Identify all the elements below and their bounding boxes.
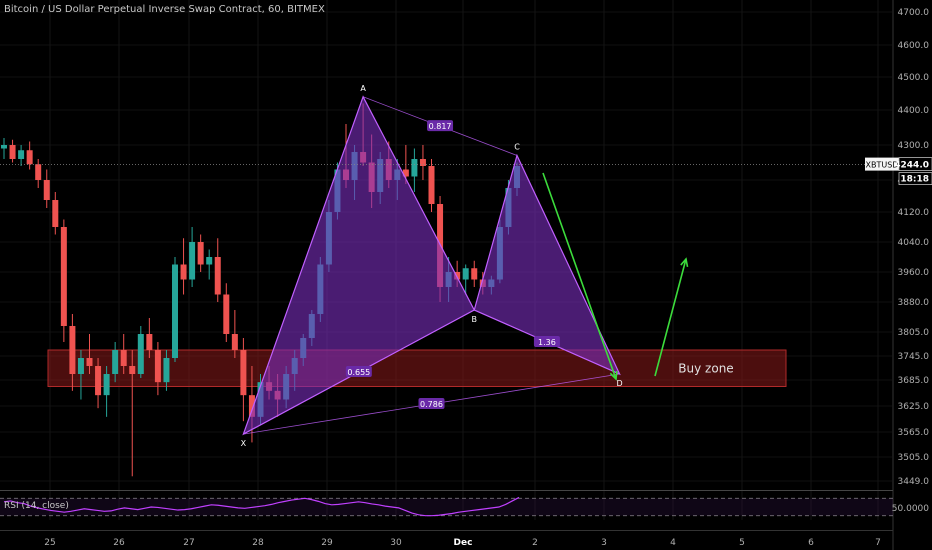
candle-body — [214, 257, 221, 295]
ratio-label-bg — [533, 336, 560, 347]
pattern-point-x: X — [241, 439, 247, 448]
candle-body — [240, 350, 247, 396]
arrow-up-head — [680, 257, 689, 268]
candle-body — [154, 350, 161, 383]
pattern-point-b: B — [472, 315, 478, 324]
countdown-tag: 18:18 — [900, 175, 929, 185]
buy-zone-rect — [47, 349, 787, 387]
candle-body — [206, 257, 213, 265]
candle-body — [1, 145, 7, 149]
candle-body — [69, 326, 76, 374]
price-tick-label: 4400.0 — [898, 106, 930, 116]
buy-zone-label: Buy zone — [678, 361, 733, 375]
candle-body — [197, 242, 204, 265]
time-tick-label: 27 — [183, 538, 194, 548]
candle-body — [402, 169, 409, 177]
candle-body — [18, 150, 25, 159]
candle-body — [35, 164, 42, 180]
candle-body — [163, 358, 170, 383]
price-tick-label: 3505.0 — [898, 453, 930, 463]
candle-body — [112, 350, 119, 374]
price-tick-label: 4300.0 — [898, 141, 930, 151]
time-tick-label: 2 — [532, 538, 538, 548]
rsi-value-label: 50.0000 — [892, 504, 929, 514]
time-tick-label: 25 — [44, 538, 55, 548]
price-tick-label: 3745.0 — [898, 352, 930, 362]
candle-body — [411, 159, 418, 177]
candle-body — [419, 159, 426, 166]
candle-body — [9, 145, 16, 159]
candle-body — [189, 242, 196, 280]
symbol-tag-bg — [865, 157, 899, 171]
candle-body — [77, 358, 84, 374]
rsi-line — [3, 496, 520, 517]
candle-body — [86, 358, 93, 366]
price-tick-label: 4500.0 — [898, 73, 930, 83]
ratio-label-bg — [345, 366, 372, 378]
pattern-point-d: D — [617, 379, 623, 388]
candle-body — [95, 366, 102, 396]
candle-body — [172, 264, 178, 358]
candle-body — [428, 166, 435, 204]
time-tick-label: 7 — [875, 538, 881, 548]
price-tick-label: 3960.0 — [898, 268, 930, 278]
candle-body — [120, 350, 127, 366]
ratio-label-bg — [427, 120, 454, 132]
time-tick-label: 30 — [390, 538, 402, 548]
rsi-label: RSI (14, close) — [4, 501, 69, 511]
ratio-label-xb: 0.655 — [347, 368, 370, 377]
candle-body — [129, 366, 136, 374]
countdown-tag-bg — [898, 172, 932, 186]
time-tick-label: 5 — [739, 538, 745, 548]
candle-body — [43, 180, 50, 200]
price-tick-label: 3880.0 — [898, 298, 930, 308]
price-tick-label: 3685.0 — [898, 376, 930, 386]
time-tick-label: 6 — [808, 538, 814, 548]
price-tick-label: 3805.0 — [898, 328, 930, 338]
candle-body — [471, 268, 478, 280]
candle-body — [146, 334, 153, 350]
candle-body — [52, 200, 59, 227]
candle-body — [248, 395, 255, 417]
price-tick-label: 3625.0 — [898, 402, 930, 412]
candle-body — [462, 268, 469, 280]
time-tick-label: 29 — [321, 538, 333, 548]
candle-body — [60, 227, 67, 326]
candle-body — [26, 150, 33, 165]
price-tick-label: 4040.0 — [898, 238, 930, 248]
pattern-point-a: A — [360, 84, 366, 93]
last-price-tag-bg — [898, 157, 932, 172]
chart-title: Bitcoin / US Dollar Perpetual Inverse Sw… — [4, 4, 325, 15]
ratio-label-ac: 0.817 — [429, 122, 452, 131]
ratio-label-bd: 1.36 — [538, 338, 556, 347]
candle-body — [454, 272, 461, 280]
candle-body — [137, 334, 144, 374]
candle-body — [223, 294, 230, 334]
last-price-tag: 4244.0 — [894, 161, 929, 171]
arrow-up — [654, 258, 687, 377]
candle-body — [231, 334, 238, 350]
symbol-tag: XBTUSD — [866, 161, 899, 170]
ratio-label-bg — [418, 398, 445, 410]
arrow-down-head — [609, 370, 618, 381]
arrow-down — [542, 172, 617, 380]
time-tick-label: 28 — [252, 538, 264, 548]
time-tick-label: 3 — [601, 538, 607, 548]
price-tick-label: 4600.0 — [898, 41, 930, 51]
price-tick-label: 4120.0 — [898, 208, 930, 218]
pattern-point-c: C — [514, 143, 520, 152]
price-tick-label: 3565.0 — [898, 428, 930, 438]
ratio-label-xd: 0.786 — [420, 400, 443, 409]
rsi-band-fill — [0, 498, 893, 516]
time-tick-label: 4 — [670, 538, 676, 548]
price-tick-label: 3449.0 — [898, 477, 930, 487]
candle-body — [180, 264, 187, 280]
candle-body — [103, 374, 110, 396]
price-tick-label: 4700.0 — [898, 8, 930, 18]
time-tick-label: 26 — [113, 538, 125, 548]
time-tick-label: Dec — [454, 538, 473, 548]
